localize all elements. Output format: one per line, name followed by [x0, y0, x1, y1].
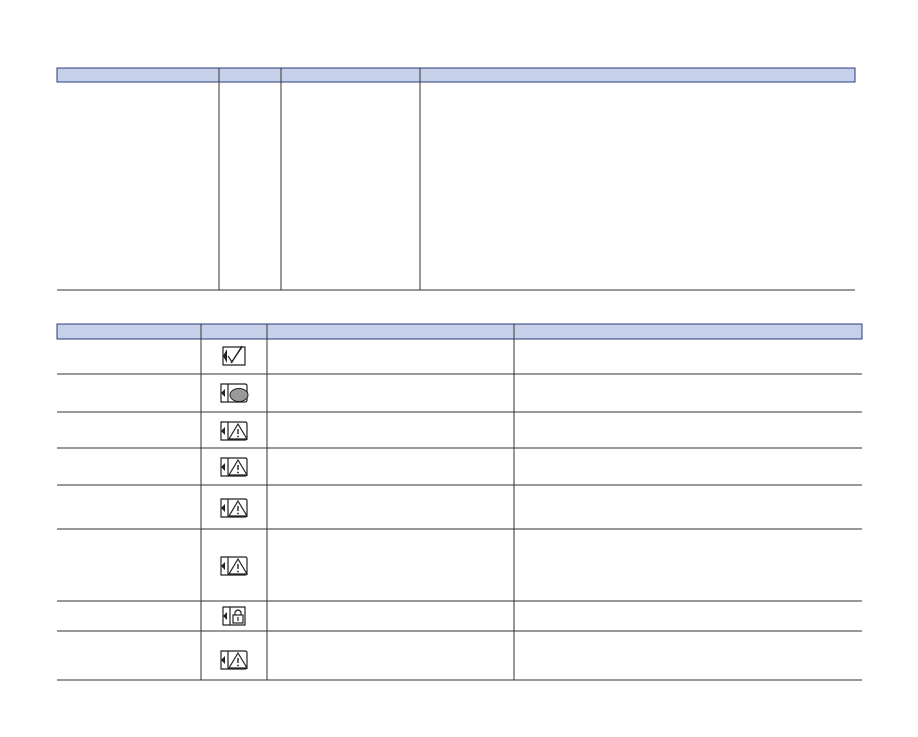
- table-header: [56, 323, 863, 340]
- table-2: [56, 323, 863, 681]
- icon-card-check: [222, 345, 246, 366]
- icon-card-warning: [220, 650, 248, 670]
- icon-card-warning: [220, 498, 248, 518]
- icon-card-warning: [220, 457, 248, 477]
- icon-card-dot: [220, 383, 249, 403]
- icon-card-warning: [220, 421, 248, 441]
- icon-card-warning: [220, 556, 248, 576]
- table-header: [56, 67, 856, 83]
- icon-card-lock: [222, 606, 246, 626]
- table-1: [56, 67, 856, 291]
